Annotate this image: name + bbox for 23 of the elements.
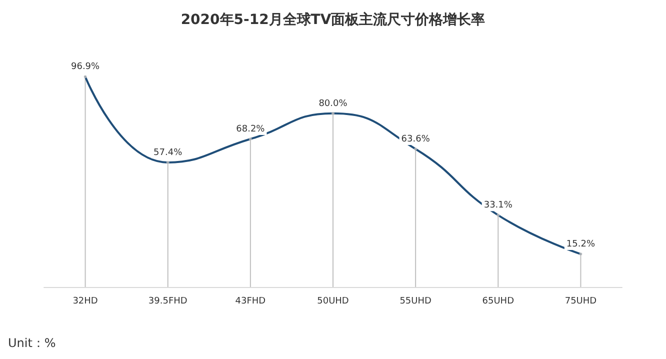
x-tick-label: 55UHD	[400, 296, 432, 306]
point	[166, 160, 170, 164]
data-label: 33.1%	[484, 200, 513, 211]
point	[414, 147, 418, 150]
data-label: 15.2%	[566, 240, 596, 250]
x-tick-label: 50UHD	[317, 296, 349, 306]
x-tick-label: 39.5FHD	[148, 296, 188, 306]
chart-title: 2020年5-12月全球TV面板主流尺寸价格增长率	[180, 11, 486, 28]
x-tick-label: 32HD	[72, 296, 98, 306]
x-tick-label: 43FHD	[235, 296, 266, 306]
x-tick-label: 65UHD	[482, 296, 514, 306]
data-label: 80.0%	[318, 98, 348, 109]
text: Unit：%	[8, 336, 56, 350]
point	[579, 252, 582, 256]
point	[332, 112, 334, 115]
point	[248, 138, 252, 141]
data-label: 57.4%	[154, 148, 183, 158]
point	[496, 214, 500, 217]
data-label: 96.9%	[70, 62, 100, 72]
data-label: 63.6%	[401, 134, 430, 144]
point	[84, 75, 87, 78]
data-label: 68.2%	[236, 124, 266, 135]
x-tick-label: 75UHD	[564, 296, 597, 306]
